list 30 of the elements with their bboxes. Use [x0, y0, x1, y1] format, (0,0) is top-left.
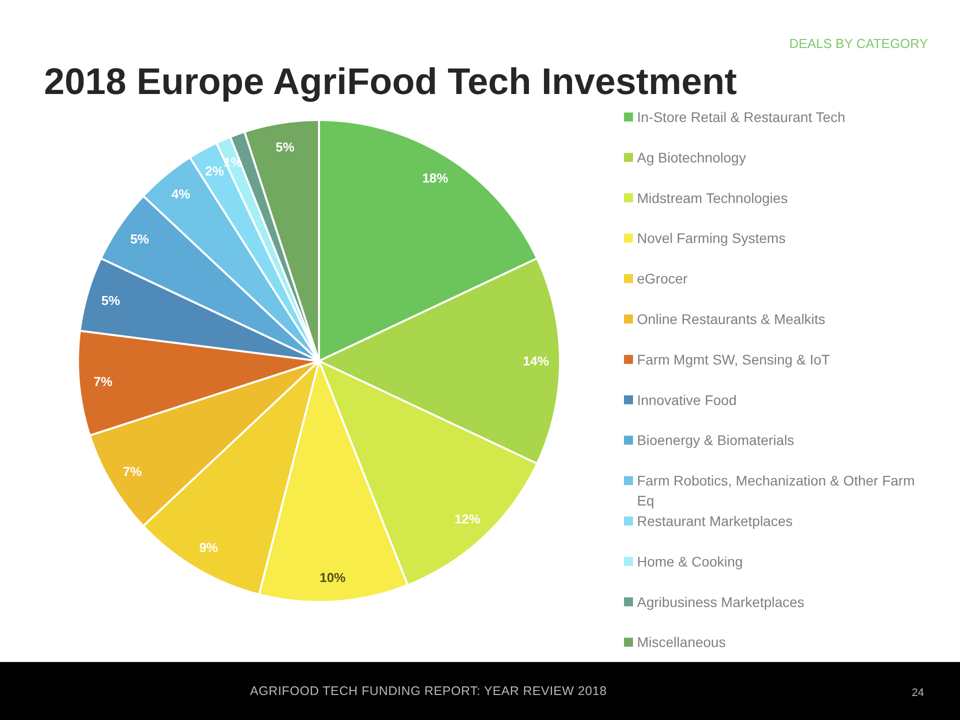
data-label: 5%: [276, 139, 295, 154]
data-label: 5%: [130, 232, 150, 247]
text: 24: [912, 687, 924, 699]
legend-label: Bioenergy & Biomaterials: [637, 432, 794, 448]
text: AGRIFOOD TECH FUNDING REPORT: YEAR REVIEW 2018: [250, 684, 607, 698]
data-label: 7%: [122, 464, 142, 479]
legend-label: Agribusiness Marketplaces: [637, 594, 804, 610]
legend-label: Restaurant Marketplaces: [637, 513, 793, 529]
legend-label: Novel Farming Systems: [637, 230, 786, 246]
chart-subtitle: DEALS BY CATEGORY: [789, 36, 928, 51]
data-label: 2%: [205, 163, 224, 178]
legend-label: Farm Robotics, Mechanization & Other Farm Eq: [637, 472, 915, 509]
legend-label: Innovative Food: [637, 392, 737, 408]
legend-label: eGrocer: [637, 270, 688, 287]
legend-label: Midstream Technologies: [637, 190, 788, 206]
legend-label: Miscellaneous: [637, 634, 726, 650]
data-label: 12%: [454, 512, 481, 527]
data-label: 7%: [94, 374, 113, 389]
data-label: 14%: [522, 354, 550, 368]
data-label: 5%: [101, 292, 121, 308]
legend-label: Ag Biotechnology: [637, 149, 746, 166]
data-label: 10%: [320, 570, 346, 585]
chart-title: 2018 Europe AgriFood Tech Investment: [44, 61, 737, 102]
data-label: 4%: [171, 186, 191, 202]
legend-label: In-Store Retail & Restaurant Tech: [637, 109, 846, 125]
legend-label: Online Restaurants & Mealkits: [637, 311, 826, 327]
legend-label: Farm Mgmt SW, Sensing & IoT: [637, 351, 830, 368]
legend-label: Home & Cooking: [637, 553, 743, 570]
data-label: 18%: [422, 170, 449, 186]
data-label: 9%: [199, 540, 218, 556]
